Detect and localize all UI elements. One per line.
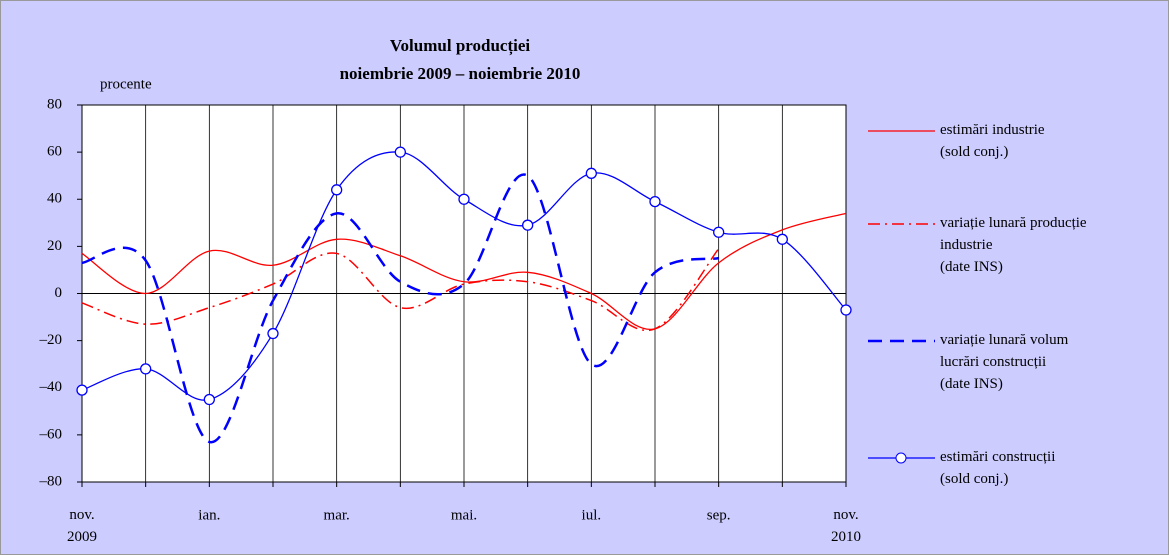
y-tick-label: –40 [39,379,63,395]
series-line [81,173,719,444]
marker [458,193,470,205]
y-tick-label: 60 [47,144,62,160]
y-tick-label: 20 [47,238,62,254]
marker [76,384,88,396]
marker [649,195,661,208]
series-line [81,212,847,330]
marker [331,184,343,196]
x-tick-label: iul. [582,507,602,523]
marker [776,233,788,245]
y-tick-label: –60 [39,426,63,442]
y-tick-label: –80 [39,473,63,489]
chart-title: Volumul producției [390,36,531,56]
y-tick-label: 40 [47,191,62,207]
y-axis-label: procente [100,76,152,92]
marker [522,219,534,231]
legend-label: estimări construcții (sold conj.) [940,449,1055,487]
x-tick-label: nov. 2009 [67,507,97,545]
x-tick-label: mar. [324,507,350,523]
marker [840,304,852,316]
marker [394,146,406,158]
x-tick-label: nov. 2010 [831,507,861,545]
marker [585,167,597,179]
x-tick-label: mai. [451,507,477,523]
y-tick-label: –20 [39,332,63,348]
x-tick-label: sep. [707,507,731,523]
x-tick-label: ian. [198,507,220,523]
legend-label: variație lunară producție industrie (date … [940,215,1087,275]
marker [203,393,215,406]
marker [713,226,725,238]
y-tick-label: 0 [55,285,63,301]
legend-marker [895,452,907,464]
marker [267,327,279,340]
y-tick-label: 80 [47,96,62,112]
legend-label: estimări industrie (sold conj.) [940,122,1045,160]
legend-label: variație lunară volum lucrări construcții… [940,332,1069,392]
marker [140,363,152,375]
chart-subtitle: noiembrie 2009 – noiembrie 2010 [340,64,581,83]
